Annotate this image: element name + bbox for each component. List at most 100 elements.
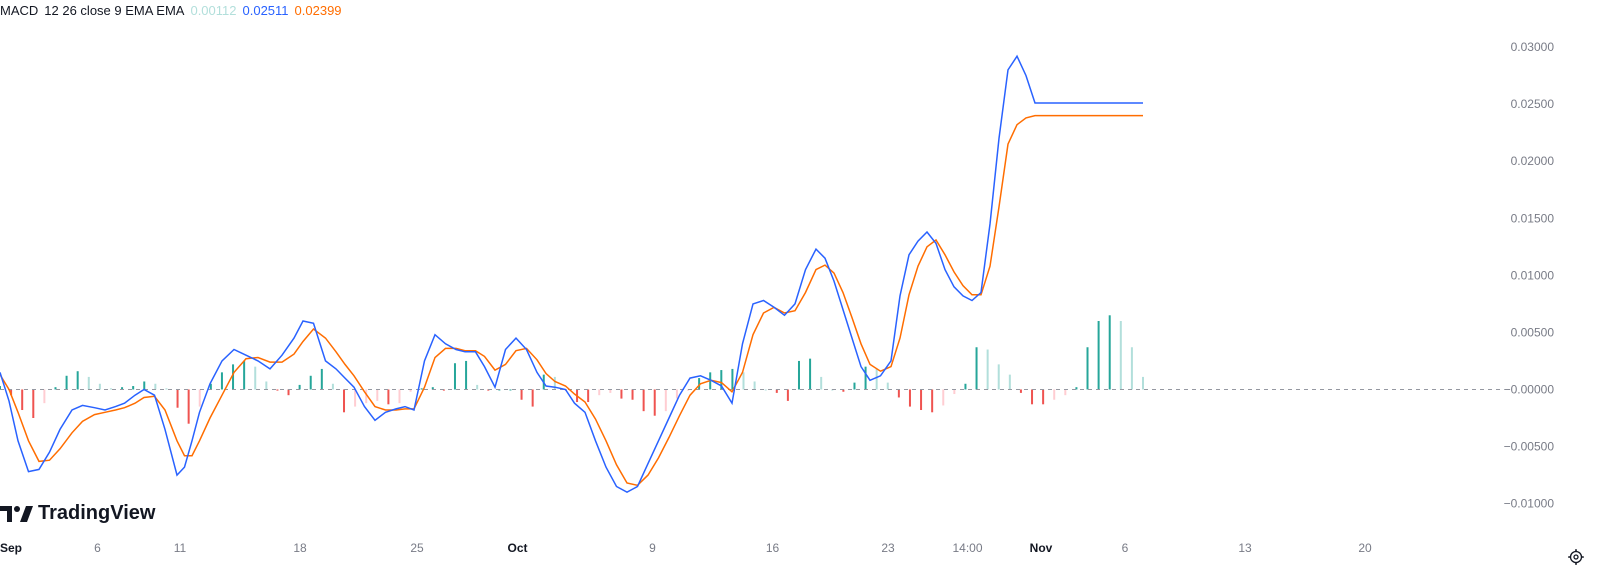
x-tick-label: 6 xyxy=(1122,541,1129,555)
histogram-bar xyxy=(176,389,179,408)
histogram-bar xyxy=(920,389,923,411)
histogram-bar xyxy=(908,389,911,407)
histogram-bar xyxy=(1075,387,1078,390)
histogram-bar xyxy=(287,389,290,396)
histogram-bar xyxy=(76,371,79,390)
histogram-bar xyxy=(531,389,534,407)
histogram-bar xyxy=(964,383,967,390)
histogram-bar xyxy=(331,383,334,390)
histogram-bar xyxy=(820,376,823,390)
histogram-bar xyxy=(132,386,135,390)
histogram-bar xyxy=(953,389,956,395)
histogram-bar xyxy=(87,376,90,390)
histogram-bar xyxy=(986,349,989,390)
histogram-bar xyxy=(487,389,490,391)
histogram-bar xyxy=(309,375,312,390)
histogram-bar xyxy=(265,381,268,390)
histogram-bar xyxy=(742,372,745,390)
histogram-bar xyxy=(897,389,900,398)
histogram-bar xyxy=(1053,389,1056,400)
histogram-bar xyxy=(320,368,323,390)
tradingview-logo-icon xyxy=(0,506,33,522)
histogram-bar xyxy=(143,381,146,390)
histogram-bar xyxy=(842,389,845,392)
histogram-bar xyxy=(209,383,212,390)
x-tick-label: 20 xyxy=(1358,541,1372,555)
histogram-bar xyxy=(198,389,201,407)
histogram-bar xyxy=(109,388,112,390)
histogram-bar xyxy=(365,389,368,404)
histogram-bar xyxy=(442,389,445,391)
histogram-bar xyxy=(232,364,235,390)
legend-histogram-value: 0.00112 xyxy=(190,3,237,18)
histogram-bar xyxy=(642,389,645,412)
histogram-bar xyxy=(886,382,889,390)
tradingview-watermark[interactable]: TradingView xyxy=(0,500,155,526)
histogram-bar xyxy=(675,389,678,399)
indicator-legend[interactable]: MACD 12 26 close 9 EMA EMA 0.00112 0.02511 0… xyxy=(0,2,348,20)
x-tick-label: Nov xyxy=(1030,541,1053,555)
watermark-text: TradingView xyxy=(38,501,156,524)
histogram-bar xyxy=(1119,321,1122,390)
histogram-bar xyxy=(343,389,346,413)
histogram-bar xyxy=(509,389,512,391)
histogram-bar xyxy=(942,389,945,406)
histogram-bar xyxy=(387,389,390,405)
x-tick-label: 14:00 xyxy=(952,541,982,555)
histogram-bar xyxy=(687,389,690,391)
y-tick-label: 0.02000 xyxy=(1511,154,1555,168)
histogram-bar xyxy=(376,389,379,401)
histogram-bar xyxy=(609,389,612,393)
x-tick-label: 16 xyxy=(766,541,780,555)
histogram-bar xyxy=(54,387,57,390)
histogram-bar xyxy=(220,372,223,390)
signal-line xyxy=(0,114,1143,487)
histogram-bar xyxy=(476,384,479,390)
histogram-bar xyxy=(753,381,756,390)
histogram-bar xyxy=(154,383,157,390)
x-tick-label: 25 xyxy=(410,541,424,555)
histogram-bar xyxy=(797,360,800,390)
histogram-bar xyxy=(1130,347,1133,390)
histogram-bar xyxy=(298,384,301,390)
histogram-bar xyxy=(1031,389,1034,405)
time-axis[interactable]: Sep 6 11 18 25 Oct 9 16 23 14:00 Nov 6 13 20 xyxy=(0,541,1372,555)
settings-gear-icon[interactable] xyxy=(1568,549,1584,565)
histogram-bar xyxy=(786,389,789,401)
histogram-bar xyxy=(420,388,423,390)
histogram-bar xyxy=(465,360,468,390)
histogram-bar xyxy=(165,388,168,390)
histogram-bar xyxy=(21,389,24,411)
histogram-bar xyxy=(931,389,934,413)
x-tick-label: 23 xyxy=(881,541,895,555)
histogram-layer xyxy=(0,315,1144,424)
y-tick-label: 0.03000 xyxy=(1511,40,1555,54)
y-tick-label: 0.02500 xyxy=(1511,97,1555,111)
histogram-bar xyxy=(10,389,13,396)
histogram-bar xyxy=(1097,321,1100,390)
x-tick-label: 9 xyxy=(649,541,656,555)
price-axis[interactable]: 0.03000 0.02500 0.02000 0.01500 0.01000 0.005… xyxy=(1504,40,1555,510)
histogram-bar xyxy=(775,389,778,393)
histogram-bar xyxy=(698,378,701,390)
histogram-bar xyxy=(431,387,434,390)
histogram-bar xyxy=(1142,376,1144,390)
histogram-bar xyxy=(243,360,246,390)
histogram-bar xyxy=(254,366,257,390)
x-tick-label: 6 xyxy=(94,541,101,555)
histogram-bar xyxy=(1064,389,1067,396)
histogram-bar xyxy=(620,389,623,399)
histogram-bar xyxy=(731,368,734,390)
histogram-bar xyxy=(187,389,190,424)
histogram-bar xyxy=(453,363,456,390)
histogram-bar xyxy=(1019,389,1022,393)
histogram-bar xyxy=(398,389,401,404)
histogram-bar xyxy=(809,358,812,390)
x-tick-label: Sep xyxy=(0,541,22,555)
y-tick-label: 0.00500 xyxy=(1511,325,1555,339)
histogram-bar xyxy=(997,364,1000,390)
histogram-bar xyxy=(587,389,590,403)
histogram-bar xyxy=(65,375,68,390)
x-tick-label: 11 xyxy=(174,541,187,555)
